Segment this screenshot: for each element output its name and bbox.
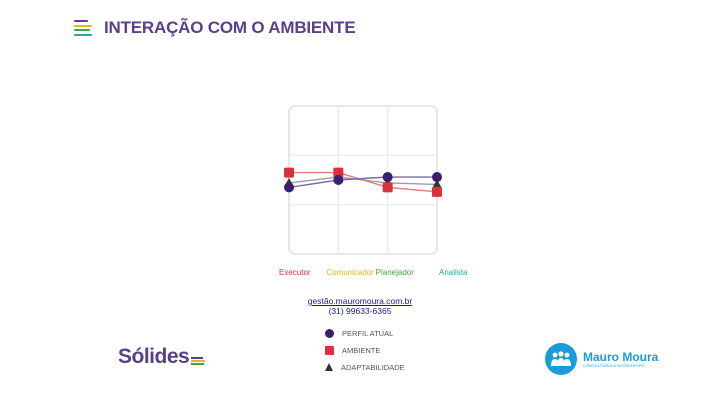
solides-wordmark: Sólides [118,345,190,368]
legend-item-perfil: PERFIL ATUAL [325,325,405,341]
solides-logo: Sólides [118,345,206,369]
series-line-perfil-atual [288,176,437,189]
data-point-circle [432,172,442,183]
category-label: Planejador [375,268,414,277]
chart-lines [288,171,438,193]
legend-label: ADAPTABILIDADE [341,362,405,372]
data-point-square [432,186,442,197]
solides-bars-icon [191,356,206,365]
mauro-moura-name: Mauro Moura [583,350,659,364]
chart-legend: PERFIL ATUAL AMBIENTE ADAPTABILIDADE [325,325,405,376]
data-point-circle [382,172,393,183]
contact-phone: (31) 99633-6365 [328,306,392,316]
data-point-circle [284,182,294,193]
category-label: Analista [439,268,468,277]
data-point-triangle [432,179,442,188]
page-header: INTERAÇÃO COM O AMBIENTE [74,18,356,38]
stacked-bars-icon [74,20,92,36]
data-point-circle [333,175,344,185]
people-icon [545,343,577,375]
legend-label: PERFIL ATUAL [342,328,394,338]
legend-item-ambiente: AMBIENTE [325,342,405,358]
category-label: Executor [279,268,311,277]
data-point-square [333,167,344,178]
chart-marks [284,167,442,197]
legend-label: AMBIENTE [342,345,381,355]
contact-block: gestão.mauromoura.com.br (31) 99633-6365 [300,296,420,316]
contact-site[interactable]: gestão.mauromoura.com.br [307,296,413,306]
mauro-moura-tagline: CONSULTORIA & WORKSHOPS [583,364,645,368]
circle-marker-icon [325,328,334,338]
data-point-square [284,167,294,178]
category-label: Comunicador [326,268,374,277]
legend-item-adaptabilidade: ADAPTABILIDADE [325,359,405,375]
page-title: INTERAÇÃO COM O AMBIENTE [104,18,356,37]
data-point-square [382,182,393,193]
triangle-marker-icon [325,363,333,371]
square-marker-icon [325,345,334,355]
series-line-ambiente [289,171,438,193]
mauro-moura-logo: Mauro Moura CONSULTORIA & WORKSHOPS [545,343,658,375]
